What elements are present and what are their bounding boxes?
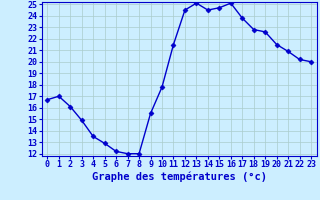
X-axis label: Graphe des températures (°c): Graphe des températures (°c) — [92, 172, 267, 182]
